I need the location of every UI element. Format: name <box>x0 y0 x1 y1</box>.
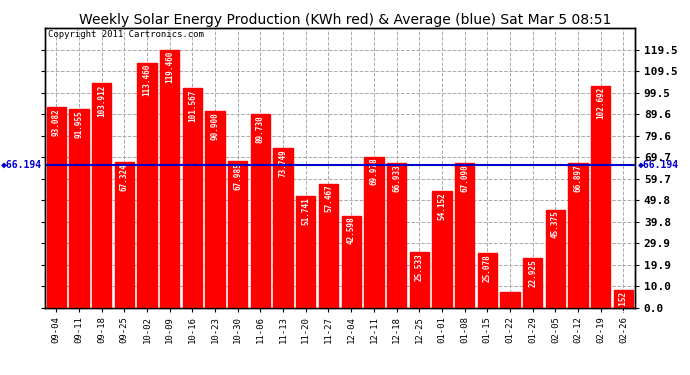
Bar <box>273 148 293 308</box>
Text: 89.730: 89.730 <box>256 115 265 143</box>
Text: 54.152: 54.152 <box>437 192 446 219</box>
Bar <box>92 83 111 308</box>
Text: 103.912: 103.912 <box>97 84 106 117</box>
Bar <box>364 156 384 308</box>
Text: 93.082: 93.082 <box>52 108 61 135</box>
Bar <box>614 290 633 308</box>
Text: ◆66.194: ◆66.194 <box>1 160 42 170</box>
Bar <box>206 111 225 308</box>
Text: 66.897: 66.897 <box>573 164 582 192</box>
Bar <box>46 107 66 307</box>
Text: 67.985: 67.985 <box>233 162 242 190</box>
Bar <box>69 109 88 307</box>
Text: 113.460: 113.460 <box>142 64 152 96</box>
Bar <box>387 163 406 308</box>
Text: 45.375: 45.375 <box>551 211 560 238</box>
Text: ◆66.194: ◆66.194 <box>638 160 679 170</box>
Bar <box>477 254 497 308</box>
Text: 119.460: 119.460 <box>165 51 174 83</box>
Text: 91.955: 91.955 <box>75 110 83 138</box>
Text: 101.567: 101.567 <box>188 90 197 122</box>
Bar <box>160 50 179 308</box>
Text: 42.598: 42.598 <box>346 217 355 244</box>
Bar <box>319 183 338 308</box>
Bar <box>115 162 134 308</box>
Text: Weekly Solar Energy Production (KWh red) & Average (blue) Sat Mar 5 08:51: Weekly Solar Energy Production (KWh red)… <box>79 13 611 27</box>
Bar <box>433 190 451 308</box>
Bar <box>183 88 202 308</box>
Text: 73.749: 73.749 <box>279 150 288 177</box>
Bar <box>455 163 474 308</box>
Bar <box>500 292 520 308</box>
Text: 22.925: 22.925 <box>528 259 538 287</box>
Bar <box>569 163 588 308</box>
Text: 66.933: 66.933 <box>392 164 401 192</box>
Text: 90.900: 90.900 <box>210 112 219 140</box>
Text: Copyright 2011 Cartronics.com: Copyright 2011 Cartronics.com <box>48 30 204 39</box>
Text: 25.078: 25.078 <box>483 255 492 282</box>
Bar <box>523 258 542 308</box>
Text: 51.741: 51.741 <box>302 197 310 225</box>
Text: 25.533: 25.533 <box>415 254 424 281</box>
Bar <box>137 63 157 308</box>
Bar <box>228 161 247 308</box>
Text: 69.978: 69.978 <box>369 158 378 185</box>
Text: 57.467: 57.467 <box>324 184 333 212</box>
Bar <box>546 210 565 308</box>
Bar <box>342 216 361 308</box>
Text: 67.090: 67.090 <box>460 164 469 192</box>
Text: 8.152: 8.152 <box>619 291 628 314</box>
Text: 102.692: 102.692 <box>596 87 605 119</box>
Bar <box>296 196 315 308</box>
Bar <box>410 252 429 308</box>
Text: 67.324: 67.324 <box>120 164 129 191</box>
Bar <box>591 86 611 308</box>
Bar <box>250 114 270 308</box>
